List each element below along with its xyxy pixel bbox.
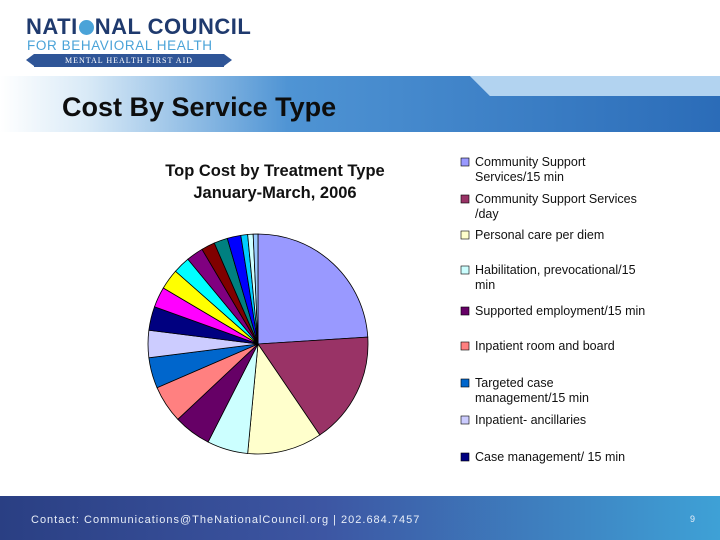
title-banner	[0, 76, 720, 132]
chart-title-line1: Top Cost by Treatment Type	[165, 162, 385, 180]
legend-label: Habilitation, prevocational/15 min	[475, 263, 636, 292]
legend-swatch	[460, 306, 470, 316]
contact-info: Contact: Communications@TheNationalCounc…	[31, 514, 421, 526]
national-council-logo: NATI NAL COUNCIL FOR BEHAVIORAL HEALTH ME…	[26, 14, 251, 70]
pie-slice-19	[252, 233, 259, 345]
chart-title-line2: January-March, 2006	[193, 184, 357, 202]
legend-label: Targeted case management/15 min	[475, 376, 589, 405]
legend-swatch	[460, 378, 470, 388]
pie-slice-2	[257, 336, 369, 436]
chart-title: Top Cost by Treatment Type January-March…	[130, 160, 420, 204]
legend-swatch	[460, 341, 470, 351]
legend-label: Supported employment/15 min	[475, 304, 645, 318]
legend-item: Personal care per diem	[460, 228, 604, 242]
legend-swatch	[460, 265, 470, 275]
chart-legend: Community Support Services/15 min Communit…	[460, 155, 645, 464]
legend-item: Community Support Services/day	[460, 192, 637, 221]
legend-item: Community Support Services/15 min	[460, 155, 586, 184]
legend-swatch	[460, 194, 470, 204]
legend-label: Community Support Services/day	[475, 192, 637, 221]
legend-item: Targeted case management/15 min	[460, 376, 589, 405]
logo-ribbon: MENTAL HEALTH FIRST AID	[34, 54, 224, 67]
legend-label: Inpatient- ancillaries	[475, 413, 586, 427]
legend-label: Community Support Services/15 min	[475, 155, 586, 184]
footer-bar	[0, 496, 720, 540]
legend-swatch	[460, 157, 470, 167]
legend-item: Case management/ 15 min	[460, 450, 625, 464]
legend-swatch	[460, 230, 470, 240]
page-number: 9	[690, 514, 696, 524]
legend-swatch	[460, 415, 470, 425]
logo-ribbon-left	[26, 54, 34, 66]
logo-wordmark: NATI NAL COUNCIL	[26, 14, 252, 39]
legend-label: Inpatient room and board	[475, 339, 615, 353]
legend-swatch	[460, 452, 470, 462]
pie-slice-1	[257, 233, 369, 345]
logo-ribbon-right	[224, 54, 232, 66]
legend-item: Inpatient- ancillaries	[460, 413, 586, 427]
legend-item: Habilitation, prevocational/15 min	[460, 263, 636, 292]
page-title: Cost By Service Type	[62, 92, 337, 122]
legend-label: Personal care per diem	[475, 228, 604, 242]
pie-slice-3	[247, 342, 321, 455]
legend-label: Case management/ 15 min	[475, 450, 625, 464]
logo-subtitle: FOR BEHAVIORAL HEALTH	[27, 38, 213, 53]
pie-chart	[147, 233, 369, 455]
legend-item: Inpatient room and board	[460, 339, 615, 353]
legend-item: Supported employment/15 min	[460, 304, 645, 318]
logo-globe-icon	[78, 20, 94, 35]
